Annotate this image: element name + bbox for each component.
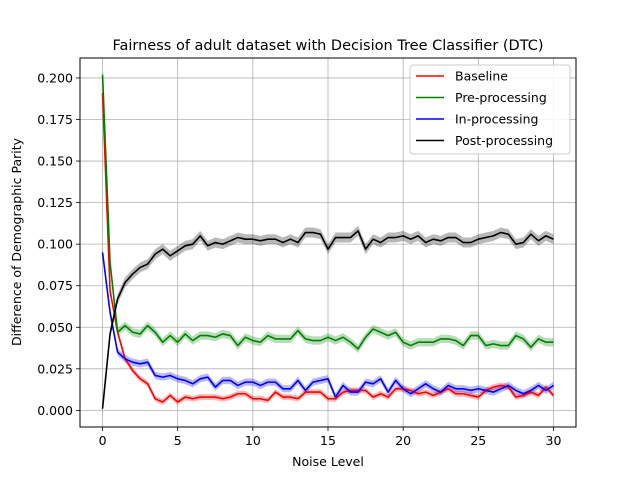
series-line-post-processing	[101, 230, 554, 409]
legend-label: In-processing	[455, 112, 538, 127]
x-tick-label: 0	[99, 433, 107, 448]
legend-label: Baseline	[455, 69, 508, 84]
x-tick-label: 15	[320, 433, 336, 448]
series-line-in-processing	[101, 252, 554, 398]
legend-box	[409, 64, 571, 155]
legend-label: Post-processing	[455, 133, 553, 148]
legend: Baseline Pre-processing In-processing Post-…	[409, 64, 571, 155]
y-tick-label: 0.200	[37, 70, 73, 85]
x-tick-label: 5	[174, 433, 182, 448]
y-tick-label: 0.150	[37, 154, 73, 169]
y-tick-label: 0.175	[37, 112, 73, 127]
y-tick-label: 0.000	[37, 403, 73, 418]
y-tick-label: 0.075	[37, 278, 73, 293]
legend-label: Pre-processing	[455, 90, 547, 105]
y-tick-label: 0.025	[37, 361, 73, 376]
confidence-band-1	[102, 70, 554, 354]
x-tick-label: 10	[245, 433, 261, 448]
grid-lines	[80, 58, 576, 427]
y-tick-label: 0.050	[37, 320, 73, 335]
series-line-baseline	[101, 92, 555, 403]
x-tick-label: 20	[395, 433, 411, 448]
series-line-pre-processing	[101, 74, 554, 350]
x-axis-label: Noise Level	[292, 454, 364, 469]
chart-title: Fairness of adult dataset with Decision …	[112, 38, 543, 54]
x-tick-label: 30	[546, 433, 562, 448]
x-tick-label: 25	[470, 433, 486, 448]
axis-ticks: 0 5 10 15 20 25 30 0.000 0.025 0.050 0.075 0.100 0.1…	[37, 70, 561, 448]
series-lines	[101, 74, 555, 409]
y-axis-label: Difference of Demographic Parity	[9, 137, 24, 346]
y-tick-label: 0.125	[37, 195, 73, 210]
y-tick-label: 0.100	[37, 237, 73, 252]
